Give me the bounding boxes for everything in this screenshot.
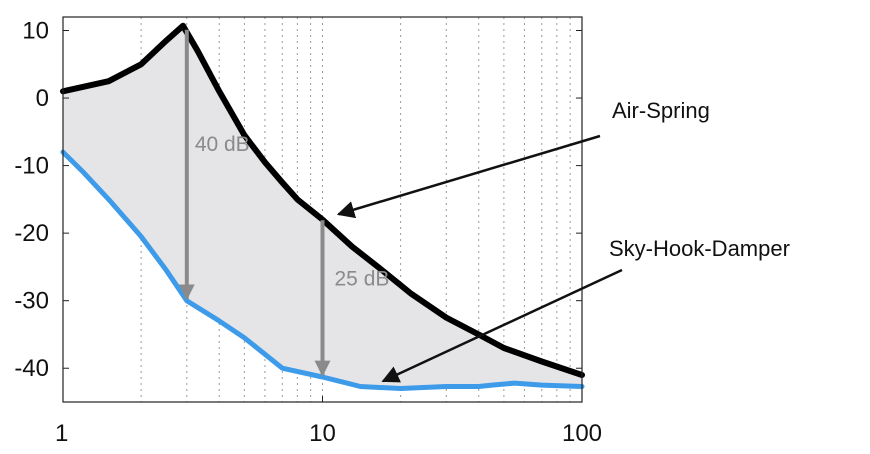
x-tick-label: 10 (309, 420, 336, 447)
x-tick-label: 1 (55, 420, 68, 447)
y-tick-label: -30 (14, 288, 49, 315)
y-tick-label: -20 (14, 220, 49, 247)
sky-hook-damper-line (60, 149, 585, 391)
y-tick-label: -40 (14, 355, 49, 382)
annotation-arrow-1 (336, 134, 601, 219)
annotation-arrow-2 (381, 268, 623, 383)
y-tick-label: -10 (14, 153, 49, 180)
x-tick-label: 100 (562, 420, 602, 447)
y-tick-label: 10 (22, 18, 49, 45)
difference-label-1: 40 dB (195, 133, 250, 156)
y-tick-label: 0 (36, 85, 49, 112)
sky-hook-damper-label: Sky-Hook-Damper (609, 236, 790, 261)
air-spring-line (60, 22, 585, 378)
air-spring-label: Air-Spring (612, 98, 710, 123)
difference-label-2: 25 dB (335, 267, 390, 290)
